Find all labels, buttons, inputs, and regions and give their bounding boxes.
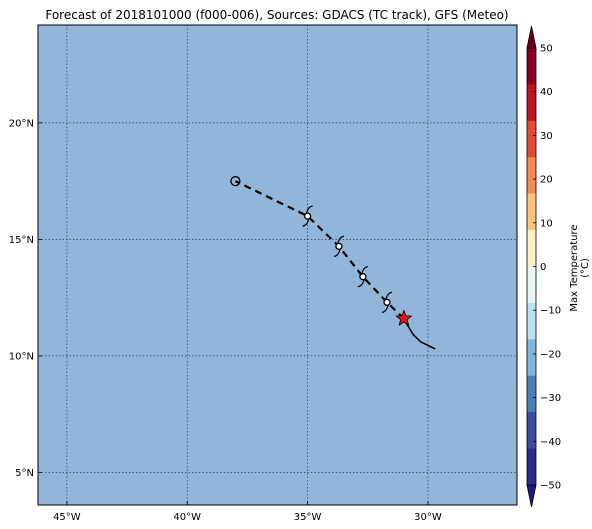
cyclone-arm-bottom: [357, 279, 365, 288]
cyclone-center: [383, 298, 391, 306]
graticule: [38, 25, 517, 505]
cyclone-symbol: [302, 205, 313, 227]
map-frame: [37, 24, 518, 506]
colorbar-segment: [527, 266, 536, 304]
cyclone-arm-bottom: [381, 305, 389, 313]
colorbar-ticks: 50 40 30 20 10 0 −10 −20 −30 −40 −50: [533, 44, 561, 492]
colorbar-tick-label: −10: [540, 306, 561, 317]
cyclone-center: [335, 242, 343, 251]
colorbar-segment: [527, 339, 536, 377]
lat-tick-label: 15°N: [9, 235, 34, 246]
colorbar-tick-label: −40: [540, 437, 561, 448]
colorbar-segment: [527, 302, 536, 340]
cyclone-symbol: [357, 266, 368, 288]
lat-tick-label: 10°N: [9, 351, 34, 362]
colorbar-segment: [527, 448, 536, 486]
colorbar-tick-label: −20: [540, 349, 561, 360]
forecast-track-line: [234, 180, 405, 320]
lon-tick-label: 35°W: [294, 512, 322, 523]
colorbar-segment: [527, 375, 536, 413]
colorbar-label: Max Temperature (°C): [569, 224, 591, 312]
colorbar-segments: [526, 25, 537, 508]
colorbar-segment: [527, 157, 536, 195]
lon-tick-label: 30°W: [414, 512, 442, 523]
colorbar-segment: [527, 120, 536, 158]
colorbar-tick-label: 50: [540, 44, 553, 55]
cyclone-arm-bottom: [333, 249, 341, 257]
lat-tick-label: 5°N: [15, 468, 34, 479]
colorbar-tick-label: 0: [540, 262, 546, 273]
colorbar-segment: [527, 230, 536, 267]
cyclone-arm-bottom: [302, 218, 310, 227]
colorbar-tick-label: 10: [540, 218, 553, 229]
cyclone-arm-top: [306, 205, 313, 214]
colorbar-over-arrow: [526, 25, 537, 49]
low-pressure-icon: [230, 175, 241, 187]
cyclone-track: [230, 175, 436, 350]
cyclone-center: [359, 273, 367, 281]
cyclone-arm-top: [385, 291, 393, 300]
ocean-background: [38, 25, 517, 505]
cyclone-center: [303, 212, 312, 220]
colorbar-tick-label: 30: [540, 131, 553, 142]
colorbar-segment: [527, 412, 536, 449]
colorbar-segment: [527, 193, 536, 231]
colorbar-tick-label: 20: [540, 175, 553, 186]
map-title: Forecast of 2018101000 (f000-006), Sourc…: [45, 8, 509, 22]
cyclone-arm-top: [337, 235, 344, 244]
lon-tick-label: 45°W: [53, 512, 81, 523]
current-position-star: [395, 309, 413, 327]
colorbar-segment: [527, 48, 536, 85]
lon-tick-label: 40°W: [173, 512, 201, 523]
colorbar-tick-label: 40: [540, 87, 553, 98]
lat-tick-label: 20°N: [9, 118, 34, 129]
colorbar-tick-label: −50: [540, 481, 561, 492]
colorbar-segment: [527, 84, 536, 122]
colorbar-under-arrow: [526, 484, 537, 508]
colorbar-tick-label: −30: [540, 393, 561, 404]
low-swirl: [230, 176, 240, 182]
cyclone-arm-top: [361, 266, 368, 274]
latitude-labels: 5°N 10°N 15°N 20°N: [9, 118, 34, 479]
longitude-labels: 45°W 40°W 35°W 30°W: [53, 512, 442, 523]
cyclone-symbol: [333, 235, 344, 257]
cyclone-symbol: [381, 291, 393, 313]
